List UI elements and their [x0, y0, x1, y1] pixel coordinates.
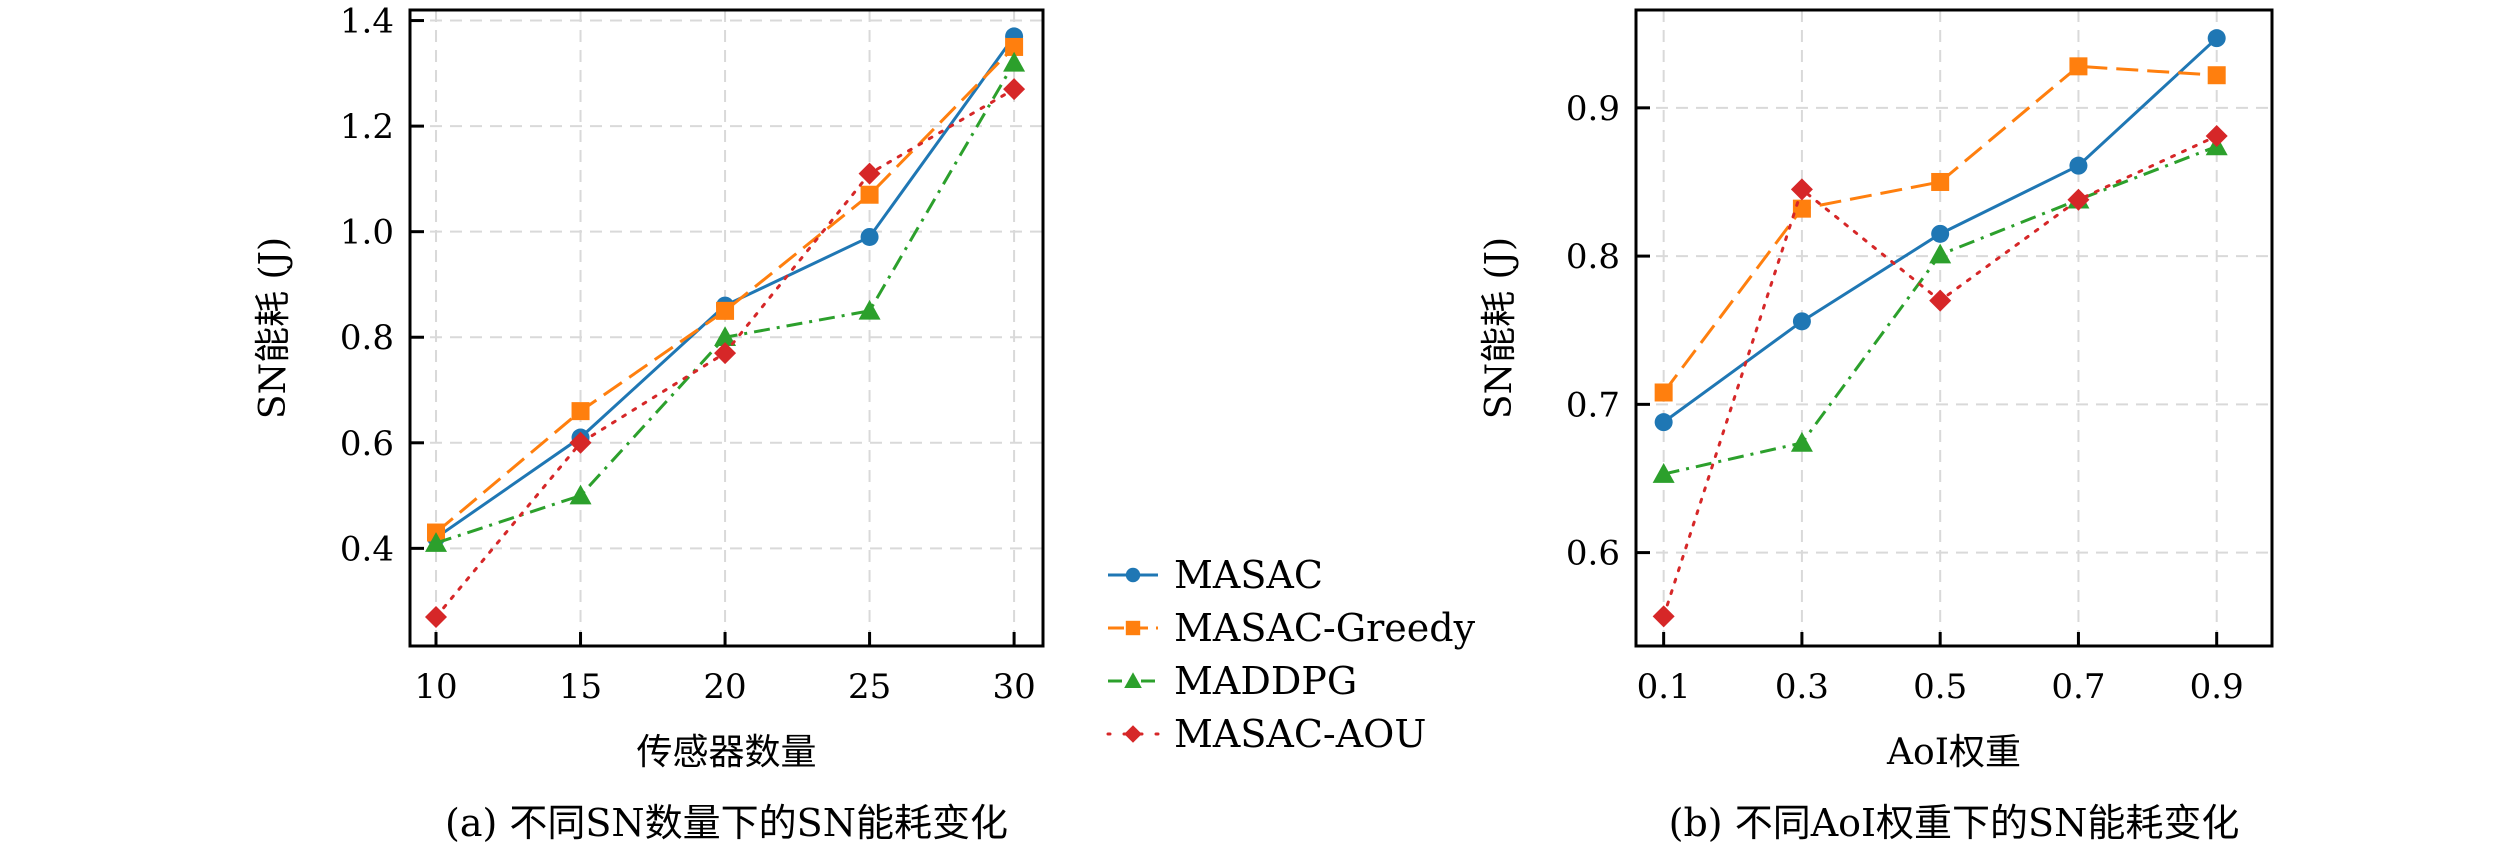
x-tick-label: 0.7	[2051, 667, 2105, 707]
data-point-maddpg	[425, 532, 448, 552]
data-point-maddpg	[858, 299, 881, 320]
data-point-masac-aou	[858, 162, 881, 185]
legend-marker-square-icon	[1125, 620, 1141, 636]
data-point-maddpg	[714, 326, 737, 347]
chart-a-ticks: 10 15 20 25 30 0.4 0.6 0.8 1.0 1.2 1.4	[340, 2, 1036, 707]
legend-marker-triangle-icon	[1124, 672, 1142, 689]
chart-b-ticks: 0.1 0.3 0.5 0.7 0.9 0.6 0.7 0.8 0.9	[1566, 89, 2244, 707]
y-tick-label: 0.8	[1566, 237, 1620, 277]
legend-label: MASAC-AOU	[1174, 712, 1426, 756]
data-point-masac	[1931, 224, 1950, 243]
legend: MASAC MASAC-Greedy MADDPG MASAC-AOU	[1106, 553, 1476, 756]
data-point-maddpg	[569, 484, 592, 505]
data-point-masac-aou	[1790, 178, 1813, 201]
legend-label: MASAC	[1174, 553, 1323, 597]
data-point-masac-aou	[2067, 188, 2090, 211]
y-tick-label: 0.6	[1566, 534, 1620, 574]
x-tick-label: 0.5	[1913, 667, 1967, 707]
chart-a-xlabel: 传感器数量	[636, 732, 816, 773]
data-point-maddpg	[1652, 463, 1675, 483]
data-point-masac-greedy	[1654, 383, 1673, 402]
series-line-masac-greedy	[435, 45, 1016, 534]
legend-marker-diamond-icon	[1124, 725, 1142, 743]
data-point-maddpg	[1929, 243, 1952, 264]
chart-b-frame	[1634, 8, 2274, 648]
x-tick-label: 0.1	[1637, 667, 1691, 707]
x-tick-label: 20	[703, 667, 746, 707]
data-point-masac-aou	[714, 342, 737, 365]
chart-a-series	[425, 27, 1026, 628]
data-point-masac-aou	[2205, 125, 2228, 148]
data-point-masac-greedy	[1005, 37, 1024, 56]
legend-item-masac: MASAC	[1108, 553, 1323, 597]
series-line-masac-greedy	[1662, 64, 2217, 394]
data-point-masac-greedy	[571, 402, 590, 421]
data-point-masac	[860, 227, 879, 246]
data-point-masac	[1792, 312, 1811, 331]
chart-b: 0.1 0.3 0.5 0.7 0.9 0.6 0.7 0.8 0.9 AoI权重 SN能耗 (…	[1479, 8, 2274, 845]
chart-a-caption: (a) 不同SN数量下的SN能耗变化	[445, 801, 1008, 845]
data-point-masac-greedy	[860, 185, 879, 204]
x-tick-label: 0.9	[2190, 667, 2244, 707]
y-tick-label: 1.4	[340, 2, 394, 42]
legend-item-maddpg: MADDPG	[1108, 659, 1357, 703]
legend-item-masac-greedy: MASAC-Greedy	[1108, 606, 1476, 650]
y-tick-label: 0.4	[340, 529, 394, 569]
y-tick-label: 0.8	[340, 318, 394, 358]
data-point-masac-aou	[1929, 289, 1952, 312]
x-tick-label: 0.3	[1775, 667, 1829, 707]
chart-a-frame	[408, 8, 1045, 648]
chart-b-series	[1652, 29, 2228, 628]
data-point-maddpg	[1790, 431, 1813, 452]
y-tick-label: 0.7	[1566, 385, 1620, 425]
legend-label: MADDPG	[1174, 659, 1357, 703]
data-point-masac-aou	[1652, 605, 1675, 628]
chart-a-grid	[410, 10, 1043, 646]
x-tick-label: 15	[559, 667, 602, 707]
data-point-maddpg	[1003, 51, 1026, 72]
data-point-masac-greedy	[716, 301, 735, 320]
chart-b-xlabel: AoI权重	[1886, 732, 2021, 773]
data-point-masac	[2069, 156, 2088, 175]
chart-b-caption: (b) 不同AoI权重下的SN能耗变化	[1669, 801, 2240, 845]
chart-b-grid	[1636, 10, 2272, 646]
y-tick-label: 0.9	[1566, 89, 1620, 129]
data-point-masac-greedy	[2207, 66, 2226, 85]
legend-item-masac-aou: MASAC-AOU	[1106, 712, 1426, 756]
chart-a-ylabel: SN能耗 (J)	[253, 237, 294, 419]
x-tick-label: 30	[992, 667, 1035, 707]
legend-label: MASAC-Greedy	[1174, 606, 1476, 650]
data-point-masac	[1654, 413, 1673, 432]
data-point-masac	[2207, 29, 2226, 48]
data-point-masac-greedy	[2069, 57, 2088, 76]
x-tick-label: 10	[414, 667, 457, 707]
y-tick-label: 0.6	[340, 424, 394, 464]
data-point-masac-aou	[1003, 78, 1026, 101]
data-point-masac-aou	[425, 605, 448, 628]
data-point-masac-greedy	[1931, 172, 1950, 191]
chart-a: 10 15 20 25 30 0.4 0.6 0.8 1.0 1.2 1.4 传感器数量 SN能耗 …	[253, 2, 1045, 845]
chart-b-ylabel: SN能耗 (J)	[1479, 237, 1520, 419]
legend-marker-circle-icon	[1125, 567, 1141, 583]
data-point-masac-greedy	[1792, 199, 1811, 218]
data-point-masac-aou	[569, 431, 592, 454]
x-tick-label: 25	[848, 667, 891, 707]
y-tick-label: 1.2	[340, 107, 394, 147]
y-tick-label: 1.0	[340, 213, 394, 253]
